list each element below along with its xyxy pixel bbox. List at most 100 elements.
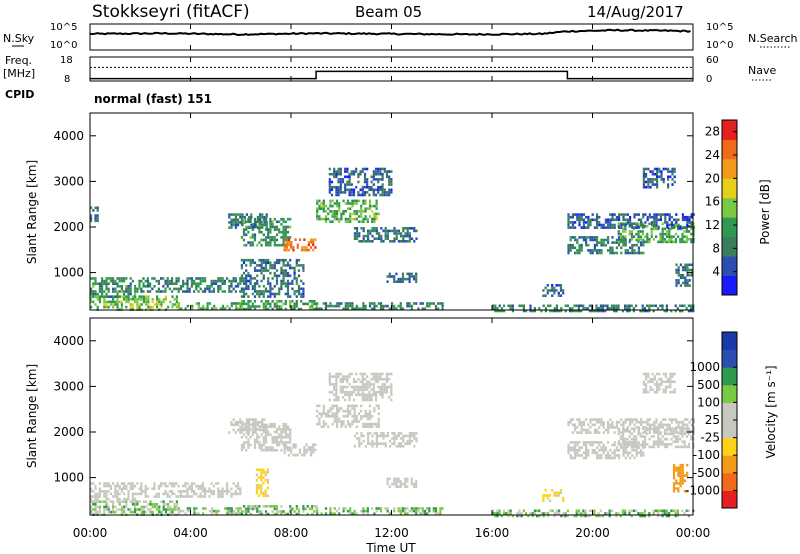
heatmap-cell [242, 233, 246, 237]
heatmap-cell [388, 372, 391, 376]
heatmap-cell [551, 289, 554, 292]
heatmap-cell [410, 304, 413, 308]
heatmap-cell [329, 507, 332, 510]
heatmap-cell [391, 240, 394, 243]
heatmap-cell [615, 251, 618, 255]
heatmap-cell [613, 456, 616, 460]
heatmap-cell [366, 388, 369, 391]
heatmap-cell [640, 443, 643, 447]
heatmap-cell [160, 500, 163, 503]
heatmap-cell [362, 512, 365, 515]
heatmap-cell [361, 398, 364, 402]
heatmap-cell [567, 448, 570, 452]
heatmap-cell [92, 282, 95, 285]
heatmap-cell [167, 305, 170, 309]
heatmap-cell [655, 426, 658, 429]
heatmap-cell [576, 451, 579, 455]
heatmap-cell [240, 428, 243, 431]
heatmap-cell [269, 271, 272, 275]
heatmap-cell [138, 285, 141, 288]
heatmap-cell [569, 446, 572, 449]
heatmap-cell [626, 454, 629, 457]
heatmap-cell [381, 383, 384, 386]
heatmap-cell [103, 505, 106, 509]
heatmap-cell [303, 238, 306, 241]
heatmap-cell [562, 496, 565, 500]
heatmap-cell [333, 415, 336, 418]
heatmap-cell [604, 226, 607, 229]
colorbar-tick-label: 24 [705, 148, 720, 162]
heatmap-cell [439, 512, 442, 515]
heatmap-cell [647, 380, 650, 384]
heatmap-cell [175, 503, 178, 506]
heatmap-cell [406, 277, 409, 281]
heatmap-cell [120, 500, 123, 503]
heatmap-cell [237, 507, 240, 510]
heatmap-cell [260, 220, 263, 224]
heatmap-cell [640, 218, 643, 222]
heatmap-cell [146, 277, 149, 280]
heatmap-cell [98, 298, 101, 301]
heatmap-cell [151, 287, 154, 291]
heatmap-cell [335, 175, 338, 179]
heatmap-cell [547, 514, 550, 518]
heatmap-cell [366, 509, 369, 513]
heatmap-cell [280, 510, 283, 513]
heatmap-cell [576, 249, 579, 252]
heatmap-cell [557, 294, 560, 297]
heatmap-cell [114, 282, 117, 285]
heatmap-cell [292, 248, 295, 252]
heatmap-cell [147, 295, 150, 298]
heatmap-cell [101, 277, 104, 280]
heatmap-cell [600, 448, 603, 452]
heatmap-cell [575, 309, 578, 313]
heatmap-cell [622, 454, 625, 457]
heatmap-cell [648, 423, 651, 427]
heatmap-cell [656, 172, 659, 176]
heatmap-cell [120, 487, 123, 490]
heatmap-cell [96, 298, 99, 301]
heatmap-cell [410, 275, 413, 278]
heatmap-cell [404, 509, 407, 513]
heatmap-cell [688, 279, 691, 282]
heatmap-cell [659, 431, 662, 434]
heatmap-cell [630, 514, 633, 518]
heatmap-cell [322, 422, 325, 426]
heatmap-cell [297, 264, 301, 267]
heatmap-cell [660, 175, 663, 179]
heatmap-cell [228, 285, 231, 288]
heatmap-cell [94, 510, 97, 514]
heatmap-cell [264, 238, 268, 242]
heatmap-cell [228, 221, 231, 224]
heatmap-cell [685, 435, 688, 438]
heatmap-cell [681, 215, 684, 219]
heatmap-cell [289, 428, 292, 431]
heatmap-cell [256, 264, 259, 267]
heatmap-cell [129, 290, 132, 293]
heatmap-cell [193, 490, 196, 493]
heatmap-cell [308, 300, 312, 303]
heatmap-cell [587, 451, 590, 455]
heatmap-cell [217, 487, 220, 490]
heatmap-cell [564, 304, 567, 308]
heatmap-cell [333, 375, 336, 378]
heatmap-cell [681, 226, 684, 229]
heatmap-cell [681, 426, 684, 429]
heatmap-cell [656, 380, 659, 384]
heatmap-cell [669, 372, 672, 376]
heatmap-cell [533, 309, 536, 313]
heatmap-cell [266, 478, 269, 482]
heatmap-cell [230, 282, 233, 285]
heatmap-cell [379, 509, 383, 513]
heatmap-cell [232, 509, 236, 513]
heatmap-cell [615, 446, 618, 449]
heatmap-cell [507, 512, 510, 515]
heatmap-cell [595, 304, 598, 308]
heatmap-cell [686, 418, 689, 421]
heatmap-cell [679, 463, 682, 467]
heatmap-cell [382, 434, 385, 438]
heatmap-cell [410, 272, 413, 276]
heatmap-cell [107, 277, 110, 280]
heatmap-cell [320, 307, 323, 310]
heatmap-cell [158, 303, 161, 306]
